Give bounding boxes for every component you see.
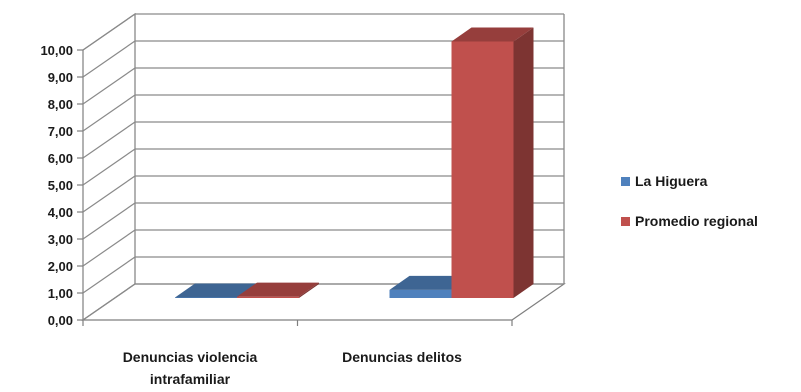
bar-front (389, 289, 452, 298)
y-tick-label: 0,00 (48, 313, 73, 328)
x-category-label: Denuncias violencia intrafamiliar (123, 349, 258, 387)
legend-label: Promedio regional (635, 213, 758, 229)
y-tick-label: 8,00 (48, 97, 73, 112)
bar-promedio-regional-1 (451, 27, 534, 298)
bar-top (389, 275, 472, 290)
x-axis-category-labels: Denuncias violencia intrafamiliar Denuncia… (123, 349, 462, 387)
gridline (82, 202, 564, 240)
y-tick-label: 7,00 (48, 124, 73, 139)
y-tick-label: 1,00 (48, 286, 73, 301)
legend-label: La Higuera (635, 173, 708, 189)
y-tick-label: 9,00 (48, 70, 73, 85)
bars (175, 27, 534, 298)
bar-top (237, 282, 319, 297)
y-tick-label: 6,00 (48, 151, 73, 166)
gridline (82, 175, 564, 213)
bar-top (175, 283, 257, 298)
legend: La Higuera Promedio regional (621, 173, 758, 229)
gridline (82, 94, 564, 132)
bar-front (175, 297, 237, 298)
bar-top (451, 27, 534, 42)
gridline (82, 229, 564, 267)
bar-promedio-regional-0 (237, 282, 319, 298)
legend-swatch (621, 177, 630, 186)
y-tick-label: 3,00 (48, 232, 73, 247)
bar-side (513, 27, 534, 298)
gridline (82, 121, 564, 159)
legend-item: La Higuera (621, 173, 708, 189)
y-tick-label: 5,00 (48, 178, 73, 193)
gridline (82, 40, 564, 78)
y-tick-label: 2,00 (48, 259, 73, 274)
bar-front (451, 41, 514, 298)
y-tick-label: 10,00 (40, 43, 73, 58)
gridline (82, 148, 564, 186)
y-axis-tick-labels: 0,00 1,00 2,00 3,00 4,00 5,00 6,00 7,00 8,00 9,00… (40, 43, 73, 328)
gridline (82, 13, 564, 51)
bar-front (237, 296, 299, 298)
gridline (82, 67, 564, 105)
gridline (82, 256, 564, 294)
bar-side (299, 282, 319, 298)
y-tick-label: 4,00 (48, 205, 73, 220)
legend-item: Promedio regional (621, 213, 758, 229)
legend-swatch (621, 217, 630, 226)
x-category-label: Denuncias delitos (342, 349, 462, 365)
